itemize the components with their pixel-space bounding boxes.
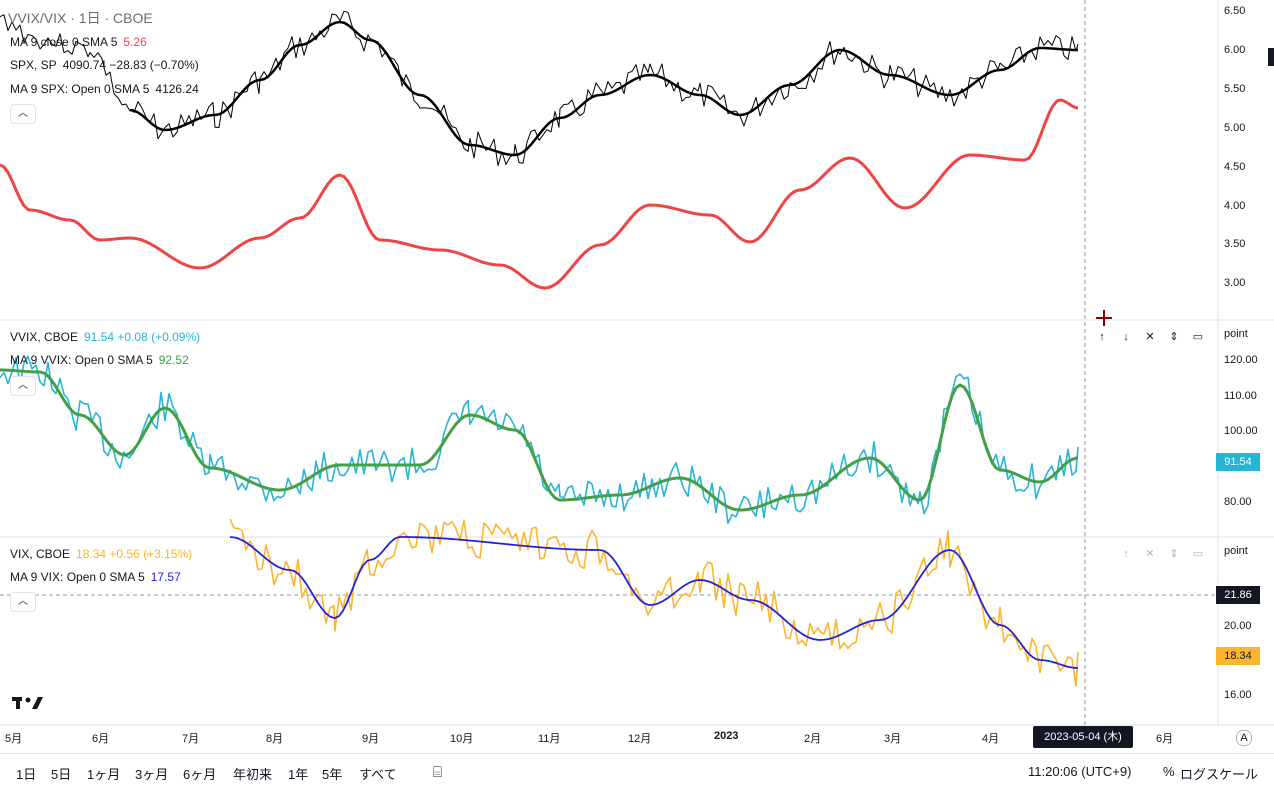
ratio-ma-legend[interactable]: MA 9 close 0 SMA 5 5.26 xyxy=(10,34,153,50)
vvix-last-price-tag: 91.54 xyxy=(1216,453,1260,471)
price-axis-tick: 6.00 xyxy=(1224,43,1246,56)
price-axis-tick: 3.50 xyxy=(1224,238,1246,251)
vvix-title: VVIX, CBOE xyxy=(10,330,79,344)
chevron-up-icon: ︿ xyxy=(18,108,28,119)
time-axis-tick: 8月 xyxy=(266,733,284,745)
price-axis-tick: 120.00 xyxy=(1224,354,1258,366)
vix-ma-legend[interactable]: MA 9 VIX: Open 0 SMA 5 17.57 xyxy=(10,569,187,585)
range-button[interactable]: 5年 xyxy=(322,767,343,782)
vvix-ma-value: 92.52 xyxy=(158,353,189,367)
price-axis-tick: 6.50 xyxy=(1224,5,1246,17)
time-axis-tick: 6月 xyxy=(92,733,110,745)
time-axis-tick: 5月 xyxy=(5,733,23,745)
range-button[interactable]: 3ヶ月 xyxy=(135,767,169,782)
spx-ma-value: 4126.24 xyxy=(155,82,199,96)
vix-unit: point xyxy=(1224,545,1248,557)
range-button[interactable]: 6ヶ月 xyxy=(183,767,217,782)
vix-ma-label: MA 9 VIX: Open 0 SMA 5 xyxy=(10,570,145,584)
price-axis-tick: 5.00 xyxy=(1224,121,1246,134)
time-axis-tick: 3月 xyxy=(884,733,902,745)
move-up-icon[interactable]: ↑ xyxy=(1123,548,1129,560)
vvix-unit: point xyxy=(1224,328,1248,340)
price-axis-tick: 16.00 xyxy=(1224,689,1252,701)
vix-title: VIX, CBOE xyxy=(10,547,71,561)
collapse-icon[interactable]: ⇕ xyxy=(1169,548,1179,560)
spx-value: 4090.74 −28.83 (−0.70%) xyxy=(62,58,199,72)
time-axis-tick: 9月 xyxy=(362,733,380,745)
crosshair-date-tag: 2023-05-04 (木) xyxy=(1033,726,1133,748)
vix-ma-value: 17.57 xyxy=(150,570,181,584)
crosshair-cursor xyxy=(1096,310,1112,326)
auto-scale-button[interactable]: A xyxy=(1236,730,1252,746)
move-down-icon[interactable]: ↓ xyxy=(1123,331,1129,343)
range-button[interactable]: 1ヶ月 xyxy=(87,767,121,782)
ratio-ma-value: 5.26 xyxy=(123,35,147,49)
main-collapse-button[interactable]: ︿ xyxy=(10,104,36,124)
vvix-ma-line xyxy=(0,368,1079,512)
percent-scale-button[interactable]: % xyxy=(1163,764,1175,779)
ratio-ma-line xyxy=(129,20,1079,157)
clock-timezone[interactable]: 11:20:06 (UTC+9) xyxy=(1028,764,1132,779)
vvix-legend[interactable]: VVIX, CBOE 91.54 +0.08 (+0.09%) xyxy=(10,329,206,345)
range-button[interactable]: 年初来 xyxy=(233,767,273,782)
spx-ma-legend[interactable]: MA 9 SPX: Open 0 SMA 5 4126.24 xyxy=(10,81,205,97)
vvix-value: 91.54 +0.08 (+0.09%) xyxy=(84,330,201,344)
chevron-up-icon: ︿ xyxy=(18,596,28,607)
crosshair-price-tag: 21.86 xyxy=(1216,586,1260,604)
vix-pane-tools: ↑ ✕ ⇕ ▭ xyxy=(1117,545,1207,563)
ratio-line xyxy=(129,10,1079,167)
ratio-line xyxy=(0,14,131,112)
time-axis-tick: 2月 xyxy=(804,733,822,745)
vix-legend[interactable]: VIX, CBOE 18.34 +0.56 (+3.15%) xyxy=(10,546,198,562)
main-title: VVIX/VIX · 1日 · CBOE xyxy=(8,10,153,26)
ratio-ma-label: MA 9 close 0 SMA 5 xyxy=(10,35,118,49)
spx-label: SPX, SP xyxy=(10,58,57,72)
vix-line xyxy=(229,518,1079,687)
vvix-collapse-button[interactable]: ︿ xyxy=(10,376,36,396)
spx-legend[interactable]: SPX, SP 4090.74 −28.83 (−0.70%) xyxy=(10,57,205,73)
move-up-icon[interactable]: ↑ xyxy=(1099,331,1105,343)
vvix-ma-label: MA 9 VVIX: Open 0 SMA 5 xyxy=(10,353,153,367)
range-button[interactable]: 1年 xyxy=(288,767,309,782)
vix-value: 18.34 +0.56 (+3.15%) xyxy=(76,547,193,561)
bottom-toolbar: 1日 5日 1ヶ月 3ヶ月 6ヶ月 年初来 1年 5年 すべて ⌸ 11:20:06 (UTC+… xyxy=(0,753,1274,796)
log-scale-button[interactable]: ログスケール xyxy=(1180,767,1259,782)
time-axis-tick: 12月 xyxy=(628,733,652,745)
calendar-range-icon[interactable]: ⌸ xyxy=(433,764,443,781)
time-axis-tick: 7月 xyxy=(182,733,200,745)
time-axis-tick: 6月 xyxy=(1156,733,1174,745)
price-axis-tick: 110.00 xyxy=(1224,389,1257,402)
range-button[interactable]: すべて xyxy=(359,767,397,782)
time-axis-tick: 2023 xyxy=(714,730,739,742)
price-axis-tick: 4.50 xyxy=(1224,160,1246,173)
vvix-pane-tools: ↑ ↓ ✕ ⇕ ▭ xyxy=(1093,328,1207,346)
price-axis-tick: 3.00 xyxy=(1224,277,1246,290)
time-axis-tick: 11月 xyxy=(538,733,561,745)
range-button[interactable]: 5日 xyxy=(51,767,72,782)
chart-canvas[interactable] xyxy=(0,0,1274,753)
vix-collapse-button[interactable]: ︿ xyxy=(10,592,36,612)
spx-ma-line xyxy=(0,98,1079,290)
price-axis-tick: 5.50 xyxy=(1224,82,1246,95)
vix-last-price-tag: 18.34 xyxy=(1216,647,1260,665)
maximize-icon[interactable]: ▭ xyxy=(1192,331,1204,343)
collapse-icon[interactable]: ⇕ xyxy=(1169,331,1179,343)
tradingview-logo xyxy=(12,697,43,709)
close-icon[interactable]: ✕ xyxy=(1145,548,1155,560)
price-axis-tick: 100.00 xyxy=(1224,425,1258,437)
price-axis-tick: 80.00 xyxy=(1224,496,1252,508)
range-button[interactable]: 1日 xyxy=(16,767,37,782)
close-icon[interactable]: ✕ xyxy=(1145,331,1155,343)
vix-ma-line xyxy=(229,536,1079,669)
spx-ma-label: MA 9 SPX: Open 0 SMA 5 xyxy=(10,82,150,96)
chevron-up-icon: ︿ xyxy=(18,380,28,391)
price-axis-tick: 20.00 xyxy=(1224,620,1252,632)
vvix-ma-legend[interactable]: MA 9 VVIX: Open 0 SMA 5 92.52 xyxy=(10,352,195,368)
scroll-marker xyxy=(1268,48,1274,66)
time-axis-tick: 4月 xyxy=(982,733,1000,745)
price-axis-tick: 4.00 xyxy=(1224,199,1246,212)
maximize-icon[interactable]: ▭ xyxy=(1192,548,1204,560)
time-axis-tick: 10月 xyxy=(450,733,474,745)
